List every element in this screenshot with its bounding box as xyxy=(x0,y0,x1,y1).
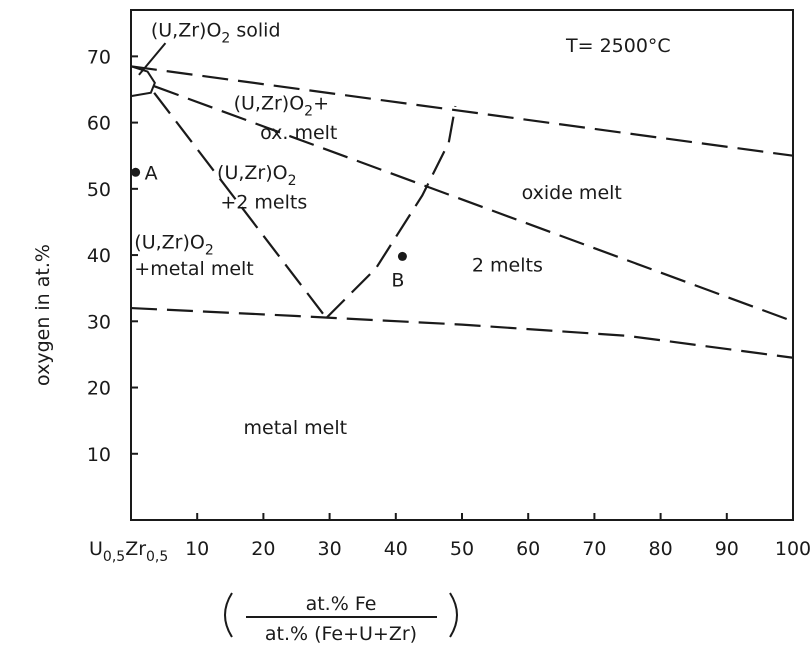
data-points: AB xyxy=(131,162,407,291)
y-tick-label: 20 xyxy=(87,378,111,400)
x-tick-label: 100 xyxy=(775,538,811,560)
y-tick-label: 50 xyxy=(87,179,111,201)
boundary-line-4 xyxy=(153,92,328,319)
region-label: 2 melts xyxy=(472,255,543,277)
x-axis-numerator: at.% Fe xyxy=(306,593,377,615)
solid-region-leader xyxy=(138,42,167,76)
boundary-line-5 xyxy=(325,105,457,319)
left-paren xyxy=(224,592,233,638)
y-tick-label: 40 xyxy=(87,245,111,267)
x-tick-label: 70 xyxy=(582,538,606,560)
phase-boundaries xyxy=(130,42,794,359)
x-axis-denominator: at.% (Fe+U+Zr) xyxy=(265,623,417,645)
region-label: +metal melt xyxy=(134,258,253,280)
temperature-annotation: T= 2500°C xyxy=(565,35,671,57)
x-axis-title: at.% Fe at.% (Fe+U+Zr) xyxy=(224,592,458,645)
x-tick-label: 30 xyxy=(318,538,342,560)
y-tick-label: 70 xyxy=(87,46,111,68)
region-label: +2 melts xyxy=(220,192,307,214)
x-tick-label: 40 xyxy=(384,538,408,560)
right-paren xyxy=(449,592,458,638)
region-label: (U,Zr)O2+ xyxy=(234,92,329,119)
point-b xyxy=(397,251,407,261)
region-label: metal melt xyxy=(244,417,348,439)
x-tick-label: 90 xyxy=(715,538,739,560)
x-tick-label: 50 xyxy=(450,538,474,560)
x-tick-label: 80 xyxy=(649,538,673,560)
region-label: ox. melt xyxy=(260,122,337,144)
region-label: oxide melt xyxy=(522,182,622,204)
region-labels: (U,Zr)O2 solid(U,Zr)O2+ox. melt(U,Zr)O2+… xyxy=(134,19,622,438)
x-tick-label: 10 xyxy=(185,538,209,560)
boundary-line-3 xyxy=(153,85,794,323)
boundary-line-1 xyxy=(130,65,794,157)
x-tick-label: U0,5Zr0,5 xyxy=(89,538,168,565)
region-label: (U,Zr)O2 solid xyxy=(151,19,281,46)
y-tick-label: 60 xyxy=(87,113,111,135)
x-tick-label: 60 xyxy=(516,538,540,560)
region-label: (U,Zr)O2 xyxy=(134,231,213,258)
point-a xyxy=(131,167,141,177)
y-axis-title: oxygen in at.% xyxy=(32,244,54,386)
point-label-a: A xyxy=(145,162,158,184)
boundary-line-2 xyxy=(130,306,794,359)
region-label: (U,Zr)O2 xyxy=(217,162,296,189)
y-tick-label: 10 xyxy=(87,444,111,466)
axis-ticks: U0,5Zr0,5 10 20 30 40 50 60 70 80 90 100 10 20 30 40 50… xyxy=(87,46,811,565)
point-label-b: B xyxy=(391,269,404,291)
x-tick-label: 20 xyxy=(251,538,275,560)
y-tick-label: 30 xyxy=(87,311,111,333)
